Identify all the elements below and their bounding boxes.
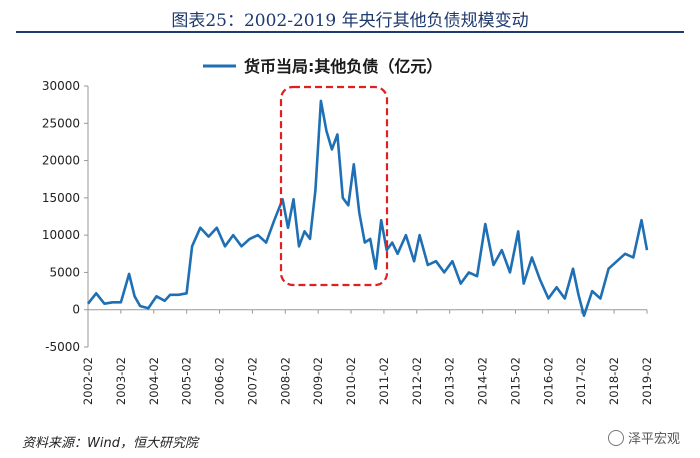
- y-tick-label: 30000: [42, 79, 80, 93]
- x-tick-label: 2017-02: [574, 357, 588, 405]
- source-note: 资料来源：Wind，恒大研究院: [22, 436, 198, 451]
- x-tick-label: 2008-02: [278, 357, 292, 405]
- watermark-label: 泽平宏观: [627, 432, 680, 447]
- watermark: 泽平宏观: [607, 428, 680, 447]
- highlight-box: [279, 85, 389, 287]
- y-tick-label: 15000: [42, 191, 80, 205]
- series-group: [86, 99, 649, 318]
- y-tick-label: -5000: [45, 340, 80, 354]
- x-tick-label: 2003-02: [114, 357, 128, 405]
- title-divider: [16, 31, 684, 33]
- x-tick-label: 2013-02: [443, 357, 457, 405]
- x-tick-label: 2019-02: [640, 357, 654, 405]
- line-chart: -5000 0 5000 10000 15000 20000 25000 30000 2002…: [42, 57, 654, 405]
- x-tick-label: 2014-02: [476, 357, 490, 405]
- series-line: [86, 99, 649, 318]
- x-tick-label: 2016-02: [541, 357, 555, 405]
- y-tick-label: 20000: [42, 154, 80, 168]
- x-tick-label: 2005-02: [180, 357, 194, 405]
- y-axis-ticks: -5000 0 5000 10000 15000 20000 25000 30000: [42, 79, 88, 354]
- y-tick-label: 10000: [42, 228, 80, 242]
- x-tick-label: 2004-02: [147, 357, 161, 405]
- x-tick-label: 2009-02: [311, 357, 325, 405]
- axes: [87, 86, 647, 347]
- wechat-logo-icon: [607, 429, 624, 446]
- x-tick-label: 2012-02: [410, 357, 424, 405]
- figure-title: 图表25：2002-2019 年央行其他负债规模变动: [171, 11, 529, 31]
- x-tick-label: 2015-02: [508, 357, 522, 405]
- y-tick-label: 0: [72, 303, 80, 317]
- x-tick-label: 2011-02: [377, 357, 391, 405]
- x-tick-label: 2006-02: [213, 357, 227, 405]
- legend-label: 货币当局:其他负债（亿元）: [244, 57, 442, 76]
- x-tick-label: 2010-02: [344, 357, 358, 405]
- x-tick-label: 2002-02: [81, 357, 95, 405]
- x-axis-ticks: 2002-02 2003-02 2004-02 2005-02 2006-02 2007-…: [81, 309, 654, 405]
- y-tick-label: 5000: [49, 265, 80, 279]
- x-tick-label: 2018-02: [607, 357, 621, 405]
- y-tick-label: 25000: [42, 116, 80, 130]
- x-tick-label: 2007-02: [245, 357, 259, 405]
- legend: 货币当局:其他负债（亿元）: [203, 57, 442, 76]
